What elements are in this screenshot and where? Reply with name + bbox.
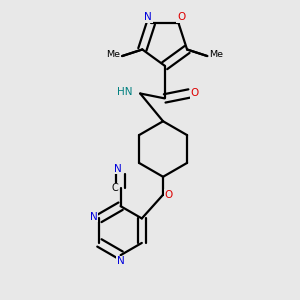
Text: Me: Me (209, 50, 224, 59)
Text: N: N (90, 212, 98, 222)
Text: O: O (177, 12, 185, 22)
Text: O: O (190, 88, 199, 98)
Text: N: N (144, 12, 152, 22)
Text: Me: Me (106, 50, 120, 59)
Text: HN: HN (116, 87, 132, 97)
Text: O: O (165, 190, 173, 200)
Text: C: C (111, 183, 118, 193)
Text: N: N (114, 164, 122, 174)
Text: N: N (117, 256, 124, 266)
